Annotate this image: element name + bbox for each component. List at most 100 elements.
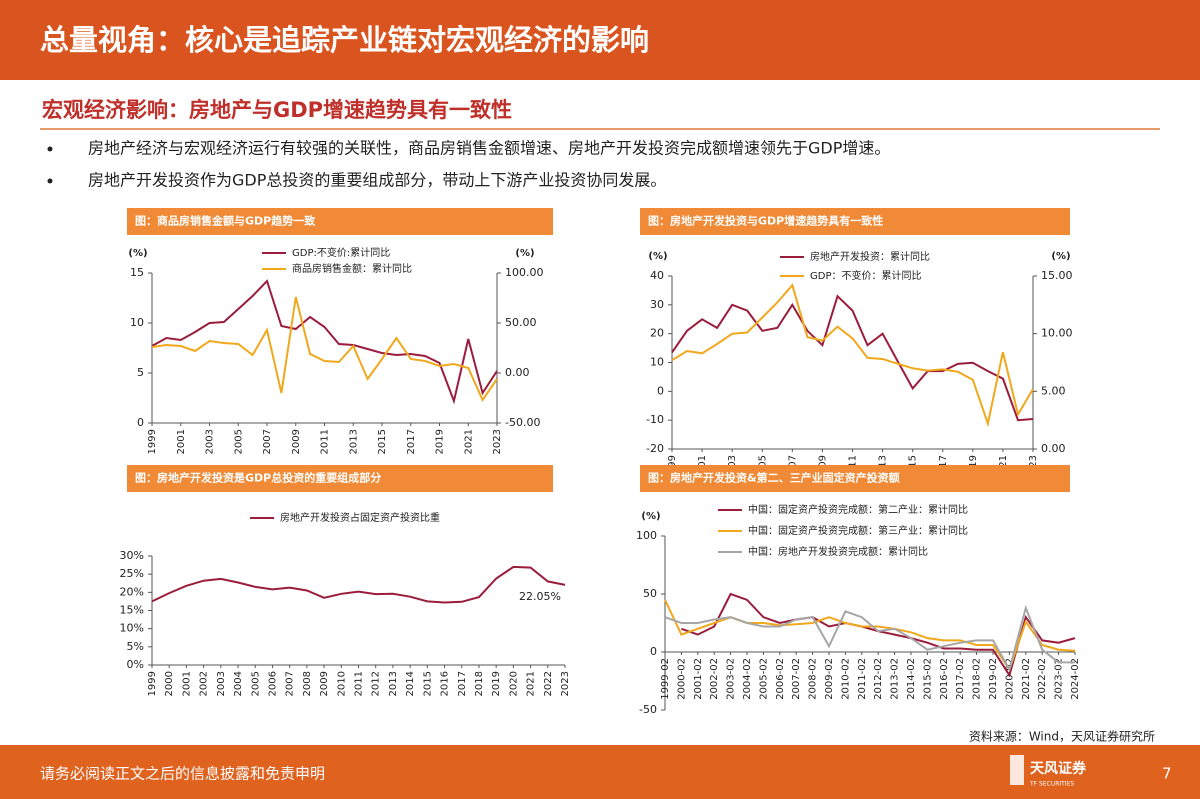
x-tick-label: 2018-02 (972, 658, 983, 700)
y2-tick-label: 50.00 (505, 316, 537, 329)
panel-title: 图：商品房销售金额与GDP趋势一致 (135, 214, 316, 228)
x-tick-label: 1999 (147, 429, 158, 454)
x-tick-label: 2020-02 (1004, 658, 1015, 700)
legend-label: 房地产开发投资：累计同比 (810, 250, 930, 263)
y-tick-label: -10 (646, 413, 664, 426)
source-note: 资料来源：Wind，天风证券研究所 (969, 729, 1155, 744)
x-tick-label: 2012 (371, 671, 382, 696)
x-tick-label: 2004-02 (742, 658, 753, 700)
y-tick-label: 30 (650, 298, 664, 311)
y2-tick-label: 0.00 (1041, 442, 1066, 455)
x-tick-label: 2023-02 (1054, 658, 1065, 700)
x-tick-label: 2009 (319, 671, 330, 696)
series-line (671, 294, 1034, 422)
legend-label: GDP:不变价:累计同比 (292, 246, 390, 259)
x-tick-label: 2002-02 (709, 658, 720, 700)
y-axis-label: (%) (641, 511, 660, 522)
x-tick-label: 2017 (457, 671, 468, 696)
y2-tick-label: 0.00 (505, 366, 530, 379)
y2-axis-label: (%) (515, 248, 534, 259)
x-tick-label: 2021 (463, 429, 474, 454)
legend-label: 中国：固定资产投资完成额：第三产业：累计同比 (748, 524, 968, 537)
page-number: 7 (1162, 765, 1172, 783)
x-tick-label: 2024-02 (1070, 658, 1081, 700)
x-tick-label: 2019-02 (988, 658, 999, 700)
x-tick-label: 2018 (474, 671, 485, 696)
x-tick-label: 2022-02 (1037, 658, 1048, 700)
data-label: 22.05% (519, 590, 561, 603)
footer-bar (0, 745, 1200, 799)
series-line (664, 604, 1075, 673)
y-tick-label: 5 (137, 366, 144, 379)
x-tick-label: 2009 (291, 429, 302, 454)
x-tick-label: 2002 (199, 671, 210, 696)
header-bar (0, 0, 1200, 80)
x-tick-label: 2013 (348, 429, 359, 454)
legend-label: 中国：固定资产投资完成额：第二产业：累计同比 (748, 503, 968, 516)
y-tick-label: 100 (636, 529, 657, 542)
x-tick-label: 2000 (164, 671, 175, 696)
legend-label: GDP：不变价：累计同比 (810, 269, 921, 282)
panel-title-bar (640, 465, 1070, 492)
y-tick-label: 0 (650, 645, 657, 658)
slide-title: 总量视角：核心是追踪产业链对宏观经济的影响 (40, 23, 649, 57)
x-tick-label: 2013 (388, 671, 399, 696)
y2-tick-label: 100.00 (505, 266, 544, 279)
x-tick-label: 2006 (267, 671, 278, 696)
x-tick-label: 2011 (354, 671, 365, 696)
y2-axis-label: (%) (1051, 251, 1070, 262)
panel-title: 图：房地产开发投资与GDP增速趋势具有一致性 (648, 214, 883, 228)
x-tick-label: 2019 (435, 429, 446, 454)
y-tick-label: 15 (130, 266, 144, 279)
x-tick-label: 2003 (216, 671, 227, 696)
x-tick-label: 2007 (285, 671, 296, 696)
x-tick-label: 2016-02 (939, 658, 950, 700)
x-tick-label: 2016 (440, 671, 451, 696)
y-tick-label: 20 (650, 327, 664, 340)
x-tick-label: 1999 (147, 671, 158, 696)
panel-title-bar (640, 208, 1070, 235)
x-tick-label: 2022 (543, 671, 554, 696)
x-tick-label: 2015 (377, 429, 388, 454)
x-tick-label: 2009-02 (824, 658, 835, 700)
x-tick-label: 2014-02 (906, 658, 917, 700)
x-tick-label: 2020 (508, 671, 519, 696)
x-tick-label: 2004 (233, 671, 244, 696)
logo-en: TF SECURITIES (1029, 781, 1074, 788)
disclaimer: 请务必阅读正文之后的信息披露和免责申明 (40, 765, 325, 783)
y-tick-label: 10% (120, 622, 144, 635)
y-tick-label: 40 (650, 269, 664, 282)
panel-title-bar (127, 465, 553, 492)
y-tick-label: 50 (643, 587, 657, 600)
x-tick-label: 2015 (422, 671, 433, 696)
y2-tick-label: 10.00 (1041, 327, 1073, 340)
x-tick-label: 2015-02 (922, 658, 933, 700)
series-line (151, 296, 498, 403)
x-tick-label: 2017-02 (955, 658, 966, 700)
x-tick-label: 2005 (233, 429, 244, 454)
x-tick-label: 2005 (250, 671, 261, 696)
x-tick-label: 2007 (262, 429, 273, 454)
x-tick-label: 2001 (176, 429, 187, 454)
y-tick-label: 20% (120, 585, 144, 598)
x-tick-label: 2011 (320, 429, 331, 454)
panel-title-bar (127, 208, 553, 235)
series-line (151, 279, 498, 405)
bullet-text: 房地产经济与宏观经济运行有较强的关联性，商品房销售金额增速、房地产开发投资完成额… (88, 139, 890, 158)
legend-label: 中国：房地产开发投资完成额：累计同比 (748, 545, 928, 558)
logo-mark (1010, 755, 1024, 785)
x-tick-label: 2023 (560, 671, 571, 696)
y-tick-label: 10 (130, 316, 144, 329)
x-tick-label: 2000-02 (676, 658, 687, 700)
bullet-dot (47, 146, 53, 152)
y-axis-label: (%) (128, 248, 147, 259)
y-tick-label: 15% (120, 604, 144, 617)
y-tick-label: 25% (120, 567, 144, 580)
x-tick-label: 2001 (181, 671, 192, 696)
x-tick-label: 2012-02 (873, 658, 884, 700)
y2-tick-label: 5.00 (1041, 384, 1066, 397)
x-tick-label: 2010-02 (840, 658, 851, 700)
logo-text: 天风证券 (1030, 760, 1087, 777)
